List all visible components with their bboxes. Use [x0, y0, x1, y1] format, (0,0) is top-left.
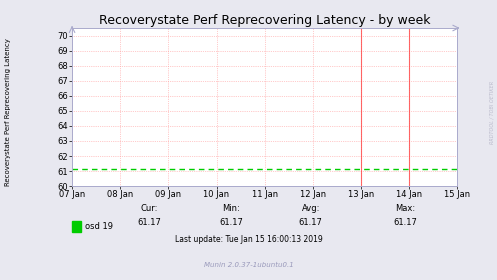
Text: Avg:: Avg: — [302, 204, 320, 213]
Text: 61.17: 61.17 — [219, 218, 243, 227]
Text: 61.17: 61.17 — [137, 218, 161, 227]
Title: Recoverystate Perf Reprecovering Latency - by week: Recoverystate Perf Reprecovering Latency… — [99, 14, 430, 27]
Text: 61.17: 61.17 — [393, 218, 417, 227]
Text: Cur:: Cur: — [141, 204, 158, 213]
Text: RRDTOOL / TOBI OETIKER: RRDTOOL / TOBI OETIKER — [490, 80, 495, 144]
Text: Max:: Max: — [395, 204, 415, 213]
Text: Munin 2.0.37-1ubuntu0.1: Munin 2.0.37-1ubuntu0.1 — [204, 262, 293, 268]
Text: Min:: Min: — [222, 204, 240, 213]
Text: Recoverystate Perf Reprecovering Latency: Recoverystate Perf Reprecovering Latency — [5, 38, 11, 186]
Text: Last update: Tue Jan 15 16:00:13 2019: Last update: Tue Jan 15 16:00:13 2019 — [174, 235, 323, 244]
Text: 61.17: 61.17 — [299, 218, 323, 227]
Text: osd 19: osd 19 — [85, 222, 113, 231]
